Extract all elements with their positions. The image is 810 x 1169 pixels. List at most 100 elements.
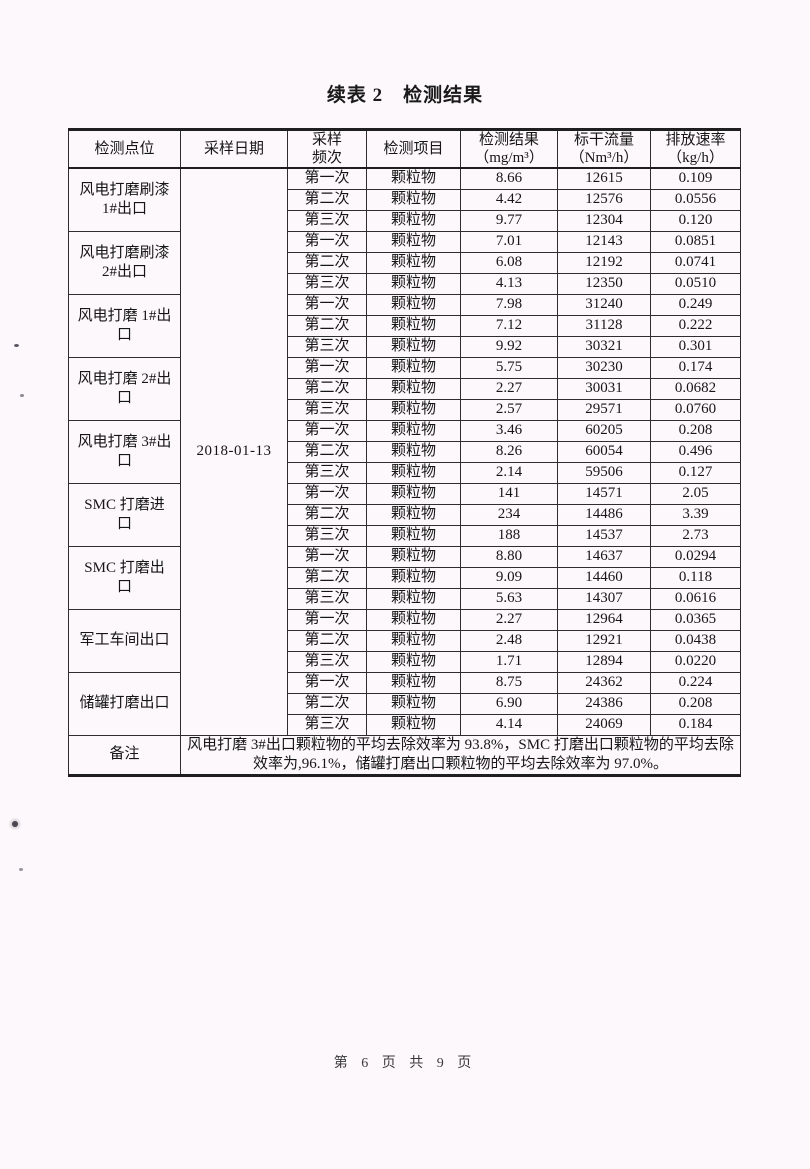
- cell-frequency: 第三次: [287, 524, 367, 547]
- cell-rate: 0.0365: [650, 608, 741, 631]
- cell-item: 颗粒物: [366, 440, 461, 463]
- table-row: SMC 打磨进 口第一次 颗粒物 141 14571 2.05: [68, 482, 741, 547]
- cell-rate: 0.118: [650, 566, 741, 589]
- cell-frequency: 第一次: [287, 293, 367, 316]
- cell-flow: 24386: [557, 692, 651, 715]
- cell-flow: 29571: [557, 398, 651, 421]
- cell-result: 5.75: [460, 356, 558, 379]
- table-row: 军工车间出口 第一次 颗粒物 2.27 12964 0.0365: [68, 608, 741, 673]
- table-row: 风电打磨 2#出 口第一次 颗粒物 5.75 30230 0.174: [68, 356, 741, 421]
- cell-rate: 0.109: [650, 167, 741, 190]
- cell-frequency: 第二次: [287, 629, 367, 652]
- cell-rate: 0.184: [650, 713, 741, 736]
- cell-rate: 0.127: [650, 461, 741, 484]
- cell-rate: 0.301: [650, 335, 741, 358]
- cell-frequency: 第二次: [287, 503, 367, 526]
- cell-flow: 12615: [557, 167, 651, 190]
- col-header-flow: 标干流量 （Nm³/h）: [557, 129, 651, 169]
- cell-result: 9.92: [460, 335, 558, 358]
- cell-result: 2.14: [460, 461, 558, 484]
- table-row: 风电打磨刷漆 2#出口 第一次 颗粒物 7.01 12143 0.0851: [68, 230, 741, 295]
- cell-frequency: 第二次: [287, 314, 367, 337]
- table-row: 第三次 颗粒物 2.14 59506 0.127: [69, 461, 741, 484]
- cell-flow: 12964: [557, 608, 651, 631]
- cell-item: 颗粒物: [366, 167, 461, 190]
- cell-item: 颗粒物: [366, 356, 461, 379]
- cell-flow: 60054: [557, 440, 651, 463]
- scan-speck: [20, 394, 24, 397]
- table-row: 第三次 颗粒物 188 14537 2.73: [69, 524, 741, 547]
- cell-frequency: 第二次: [287, 692, 367, 715]
- col-header-date: 采样日期: [180, 129, 288, 169]
- cell-result: 4.42: [460, 188, 558, 211]
- cell-item: 颗粒物: [366, 314, 461, 337]
- table-row: 第二次 颗粒物 2.48 12921 0.0438: [69, 629, 741, 652]
- table-row: 风电打磨 1#出 口第一次 颗粒物 7.98 31240 0.249: [68, 293, 741, 358]
- col-header-frequency: 采样 频次: [287, 129, 367, 169]
- cell-rate: 0.224: [650, 671, 741, 694]
- table-row: 风电打磨 3#出 口第一次 颗粒物 3.46 60205 0.208: [68, 419, 741, 484]
- cell-result: 234: [460, 503, 558, 526]
- cell-flow: 60205: [557, 419, 651, 442]
- cell-result: 7.01: [460, 230, 558, 253]
- cell-item: 颗粒物: [366, 188, 461, 211]
- cell-item: 颗粒物: [366, 398, 461, 421]
- col-header-result: 检测结果 （mg/m³）: [460, 129, 558, 169]
- cell-result: 4.14: [460, 713, 558, 736]
- cell-rate: 0.222: [650, 314, 741, 337]
- cell-frequency: 第一次: [287, 608, 367, 631]
- cell-item: 颗粒物: [366, 692, 461, 715]
- table-row: 第三次 颗粒物 2.57 29571 0.0760: [69, 398, 741, 421]
- table-row: 第三次 颗粒物 4.13 12350 0.0510: [69, 272, 741, 295]
- header-row: 检测点位 采样日期 采样 频次 检测项目 检测结果 （mg/m³） 标干流量 （…: [68, 129, 741, 169]
- cell-result: 1.71: [460, 650, 558, 673]
- cell-item: 颗粒物: [366, 524, 461, 547]
- cell-rate: 2.73: [650, 524, 741, 547]
- cell-item: 颗粒物: [366, 377, 461, 400]
- results-table: 检测点位 采样日期 采样 频次 检测项目 检测结果 （mg/m³） 标干流量 （…: [68, 128, 741, 777]
- cell-flow: 12894: [557, 650, 651, 673]
- cell-rate: 0.208: [650, 419, 741, 442]
- cell-point: 军工车间出口: [68, 608, 181, 673]
- cell-rate: 0.0851: [650, 230, 741, 253]
- cell-rate: 0.0220: [650, 650, 741, 673]
- cell-result: 2.57: [460, 398, 558, 421]
- cell-item: 颗粒物: [366, 251, 461, 274]
- remark-row: 备注 风电打磨 3#出口颗粒物的平均去除效率为 93.8%，SMC 打磨出口颗粒物…: [68, 734, 741, 776]
- cell-rate: 0.0294: [650, 545, 741, 568]
- cell-frequency: 第一次: [287, 482, 367, 505]
- cell-item: 颗粒物: [366, 545, 461, 568]
- cell-flow: 24069: [557, 713, 651, 736]
- cell-flow: 12304: [557, 209, 651, 232]
- table-row: 第二次 颗粒物 234 14486 3.39: [69, 503, 741, 526]
- col-header-item: 检测项目: [366, 129, 461, 169]
- table-row: 风电打磨刷漆 1#出口 2018-01-13 第一次 颗粒物 8.66 12615 0.10…: [68, 167, 741, 736]
- cell-result: 7.98: [460, 293, 558, 316]
- cell-rate: 0.0682: [650, 377, 741, 400]
- cell-rate: 0.0556: [650, 188, 741, 211]
- cell-frequency: 第三次: [287, 272, 367, 295]
- cell-result: 4.13: [460, 272, 558, 295]
- cell-frequency: 第三次: [287, 335, 367, 358]
- cell-result: 188: [460, 524, 558, 547]
- cell-frequency: 第二次: [287, 377, 367, 400]
- cell-rate: 2.05: [650, 482, 741, 505]
- cell-rate: 0.208: [650, 692, 741, 715]
- table-row: SMC 打磨出 口第一次 颗粒物 8.80 14637 0.0294: [68, 545, 741, 610]
- cell-rate: 3.39: [650, 503, 741, 526]
- cell-result: 6.08: [460, 251, 558, 274]
- cell-rate: 0.0438: [650, 629, 741, 652]
- cell-frequency: 第二次: [287, 440, 367, 463]
- cell-flow: 12576: [557, 188, 651, 211]
- cell-flow: 12350: [557, 272, 651, 295]
- cell-rate: 0.174: [650, 356, 741, 379]
- cell-result: 141: [460, 482, 558, 505]
- remark-text: 风电打磨 3#出口颗粒物的平均去除效率为 93.8%，SMC 打磨出口颗粒物的平…: [180, 734, 741, 776]
- cell-sampling-date: 2018-01-13: [180, 167, 288, 736]
- cell-frequency: 第三次: [287, 587, 367, 610]
- cell-result: 9.09: [460, 566, 558, 589]
- cell-point: 风电打磨 2#出 口: [68, 356, 181, 421]
- cell-flow: 31128: [557, 314, 651, 337]
- cell-flow: 30321: [557, 335, 651, 358]
- col-header-rate: 排放速率 （kg/h）: [650, 129, 741, 169]
